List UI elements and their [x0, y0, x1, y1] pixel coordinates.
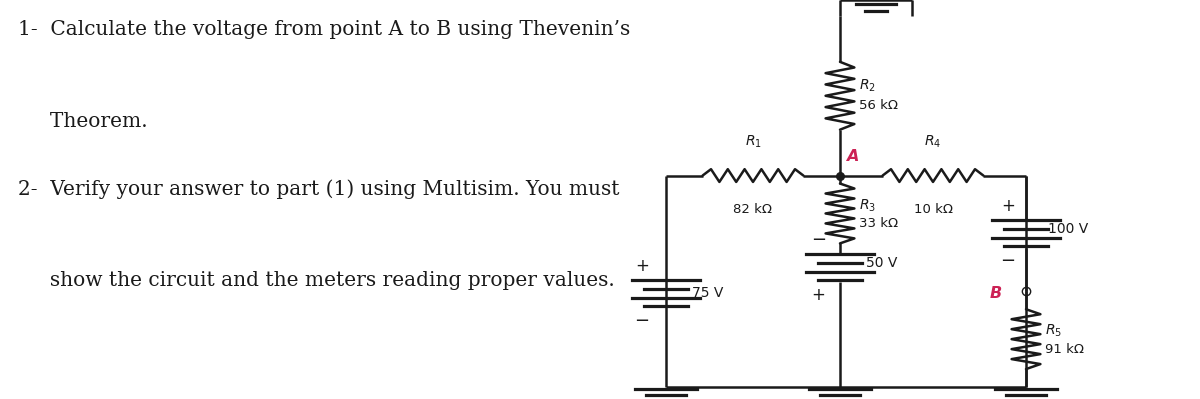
Text: 1-  Calculate the voltage from point A to B using Thevenin’s: 1- Calculate the voltage from point A to…: [18, 20, 630, 39]
Text: +: +: [811, 286, 826, 304]
Text: 100 V: 100 V: [1048, 222, 1088, 237]
Text: B: B: [990, 286, 1002, 301]
Text: −: −: [1001, 252, 1015, 270]
Text: +: +: [1001, 197, 1015, 215]
Text: A: A: [846, 148, 858, 164]
Text: −: −: [811, 231, 826, 249]
Text: $R_4$: $R_4$: [924, 133, 942, 150]
Text: +: +: [635, 257, 649, 275]
Text: 91 kΩ: 91 kΩ: [1045, 343, 1085, 356]
Text: 33 kΩ: 33 kΩ: [859, 217, 899, 230]
Text: show the circuit and the meters reading proper values.: show the circuit and the meters reading …: [18, 271, 614, 290]
Text: $R_1$: $R_1$: [744, 133, 762, 150]
Text: $R_5$: $R_5$: [1045, 323, 1062, 340]
Text: 82 kΩ: 82 kΩ: [733, 203, 773, 217]
Text: −: −: [635, 312, 649, 330]
Text: 75 V: 75 V: [692, 286, 724, 300]
Text: $R_3$: $R_3$: [859, 197, 876, 214]
Text: 10 kΩ: 10 kΩ: [913, 203, 953, 217]
Text: Theorem.: Theorem.: [18, 112, 148, 131]
Text: 56 kΩ: 56 kΩ: [859, 99, 898, 112]
Text: 50 V: 50 V: [866, 256, 898, 271]
Text: $R_2$: $R_2$: [859, 77, 876, 94]
Text: 2-  Verify your answer to part (1) using Multisim. You must: 2- Verify your answer to part (1) using …: [18, 180, 619, 199]
